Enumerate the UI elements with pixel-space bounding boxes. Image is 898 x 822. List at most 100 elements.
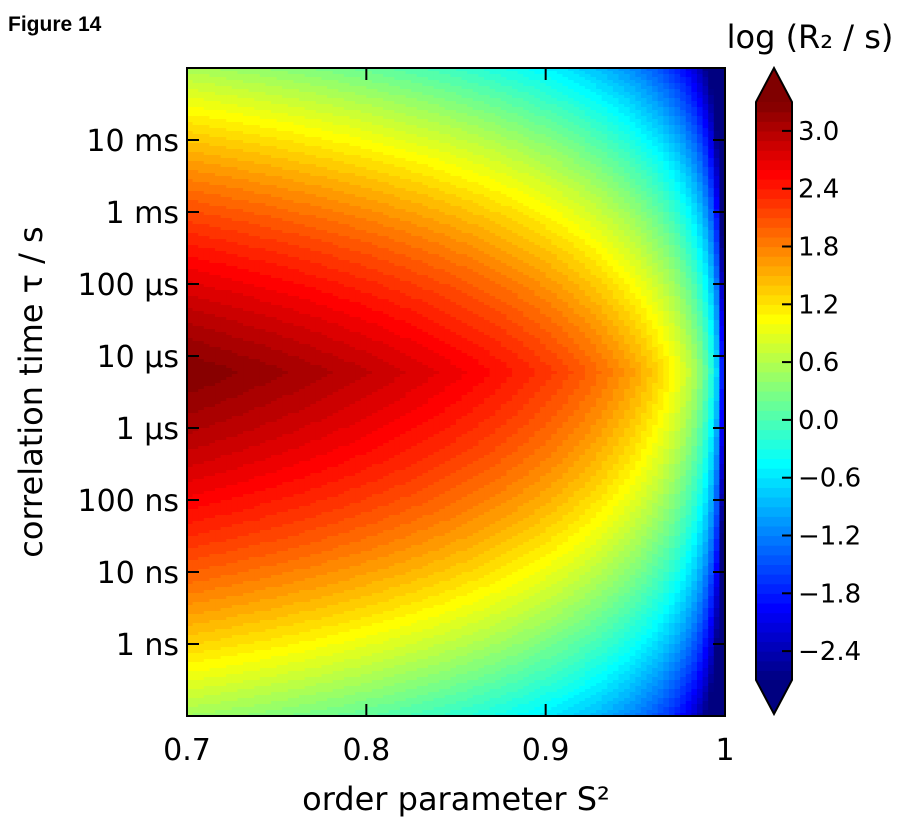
- heatmap-cell: [198, 122, 205, 126]
- heatmap-cell: [209, 710, 216, 714]
- heatmap-cell: [254, 362, 261, 366]
- heatmap-cell: [203, 500, 211, 504]
- heatmap-cell: [203, 323, 211, 327]
- heatmap-cell: [282, 308, 289, 312]
- heatmap-cell: [215, 713, 222, 716]
- heatmap-cell: [209, 410, 216, 414]
- heatmap-cell: [215, 338, 222, 342]
- heatmap-cell: [198, 707, 205, 711]
- heatmap-cell: [226, 389, 233, 393]
- heatmap-cell: [259, 98, 267, 102]
- heatmap-cell: [243, 365, 250, 369]
- heatmap-cell: [226, 488, 233, 492]
- heatmap-cell: [248, 512, 255, 516]
- heatmap-cell: [192, 593, 199, 597]
- heatmap-cell: [282, 476, 289, 480]
- heatmap-cell: [265, 431, 272, 435]
- heatmap-cell: [282, 515, 289, 519]
- heatmap-cell: [198, 197, 205, 201]
- heatmap-cell: [209, 653, 216, 657]
- heatmap-cell: [215, 293, 222, 297]
- heatmap-cell: [243, 578, 250, 582]
- heatmap-cell: [271, 578, 278, 582]
- heatmap-cell: [220, 278, 227, 282]
- heatmap-cell: [198, 458, 205, 462]
- heatmap-cell: [282, 68, 289, 72]
- heatmap-cell: [203, 701, 211, 705]
- heatmap-cell: [192, 98, 199, 102]
- heatmap-cell: [215, 230, 222, 234]
- heatmap-cell: [282, 173, 289, 177]
- heatmap-cell: [254, 680, 261, 684]
- heatmap-cell: [254, 515, 261, 519]
- heatmap-cell: [259, 314, 267, 318]
- heatmap-cell: [271, 122, 278, 126]
- heatmap-cell: [248, 590, 255, 594]
- heatmap-cell: [265, 695, 272, 699]
- heatmap-cell: [209, 398, 216, 402]
- heatmap-cell: [254, 410, 261, 414]
- heatmap-cell: [220, 128, 227, 132]
- heatmap-cell: [198, 581, 205, 585]
- heatmap-cell: [248, 191, 255, 195]
- heatmap-cell: [259, 86, 267, 90]
- heatmap-cell: [231, 560, 239, 564]
- heatmap-cell: [192, 464, 199, 468]
- heatmap-cell: [209, 602, 216, 606]
- heatmap-cell: [248, 707, 255, 711]
- heatmap-cell: [192, 455, 199, 459]
- heatmap-cell: [237, 548, 244, 552]
- heatmap-cell: [220, 695, 227, 699]
- heatmap-cell: [226, 542, 233, 546]
- heatmap-cell: [248, 404, 255, 408]
- heatmap-cell: [248, 656, 255, 660]
- heatmap-cell: [198, 398, 205, 402]
- heatmap-cell: [265, 686, 272, 690]
- heatmap-cell: [231, 569, 239, 573]
- heatmap-cell: [259, 140, 267, 144]
- heatmap-cell: [187, 599, 194, 603]
- heatmap-cell: [276, 653, 283, 657]
- heatmap-cell: [276, 704, 283, 708]
- heatmap-cell: [259, 659, 267, 663]
- heatmap-cell: [192, 611, 199, 615]
- heatmap-cell: [231, 527, 239, 531]
- heatmap-cell: [203, 209, 211, 213]
- heatmap-cell: [282, 452, 289, 456]
- heatmap-cell: [282, 200, 289, 204]
- heatmap-cell: [209, 200, 216, 204]
- heatmap-cell: [248, 662, 255, 666]
- heatmap-cell: [276, 416, 283, 420]
- heatmap-cell: [220, 596, 227, 600]
- heatmap-cell: [226, 554, 233, 558]
- heatmap-cell: [220, 275, 227, 279]
- heatmap-cell: [265, 656, 272, 660]
- heatmap-cell: [259, 413, 267, 417]
- heatmap-cell: [226, 134, 233, 138]
- heatmap-cell: [220, 344, 227, 348]
- heatmap-cell: [187, 329, 194, 333]
- heatmap-cell: [220, 593, 227, 597]
- heatmap-cell: [254, 452, 261, 456]
- heatmap-cell: [231, 317, 239, 321]
- heatmap-cell: [220, 626, 227, 630]
- heatmap-cell: [187, 491, 194, 495]
- heatmap-cell: [282, 587, 289, 591]
- heatmap-cell: [220, 431, 227, 435]
- heatmap-cell: [254, 278, 261, 282]
- heatmap-cell: [248, 206, 255, 210]
- heatmap-cell: [287, 131, 295, 135]
- heatmap-cell: [282, 83, 289, 87]
- heatmap-cell: [282, 518, 289, 522]
- heatmap-cell: [282, 434, 289, 438]
- heatmap-cell: [198, 608, 205, 612]
- heatmap-cell: [187, 500, 194, 504]
- heatmap-cell: [271, 464, 278, 468]
- heatmap-cell: [265, 590, 272, 594]
- heatmap-cell: [203, 518, 211, 522]
- heatmap-cell: [237, 185, 244, 189]
- heatmap-cell: [265, 404, 272, 408]
- heatmap-cell: [282, 371, 289, 375]
- heatmap-cell: [237, 401, 244, 405]
- heatmap-cell: [226, 128, 233, 132]
